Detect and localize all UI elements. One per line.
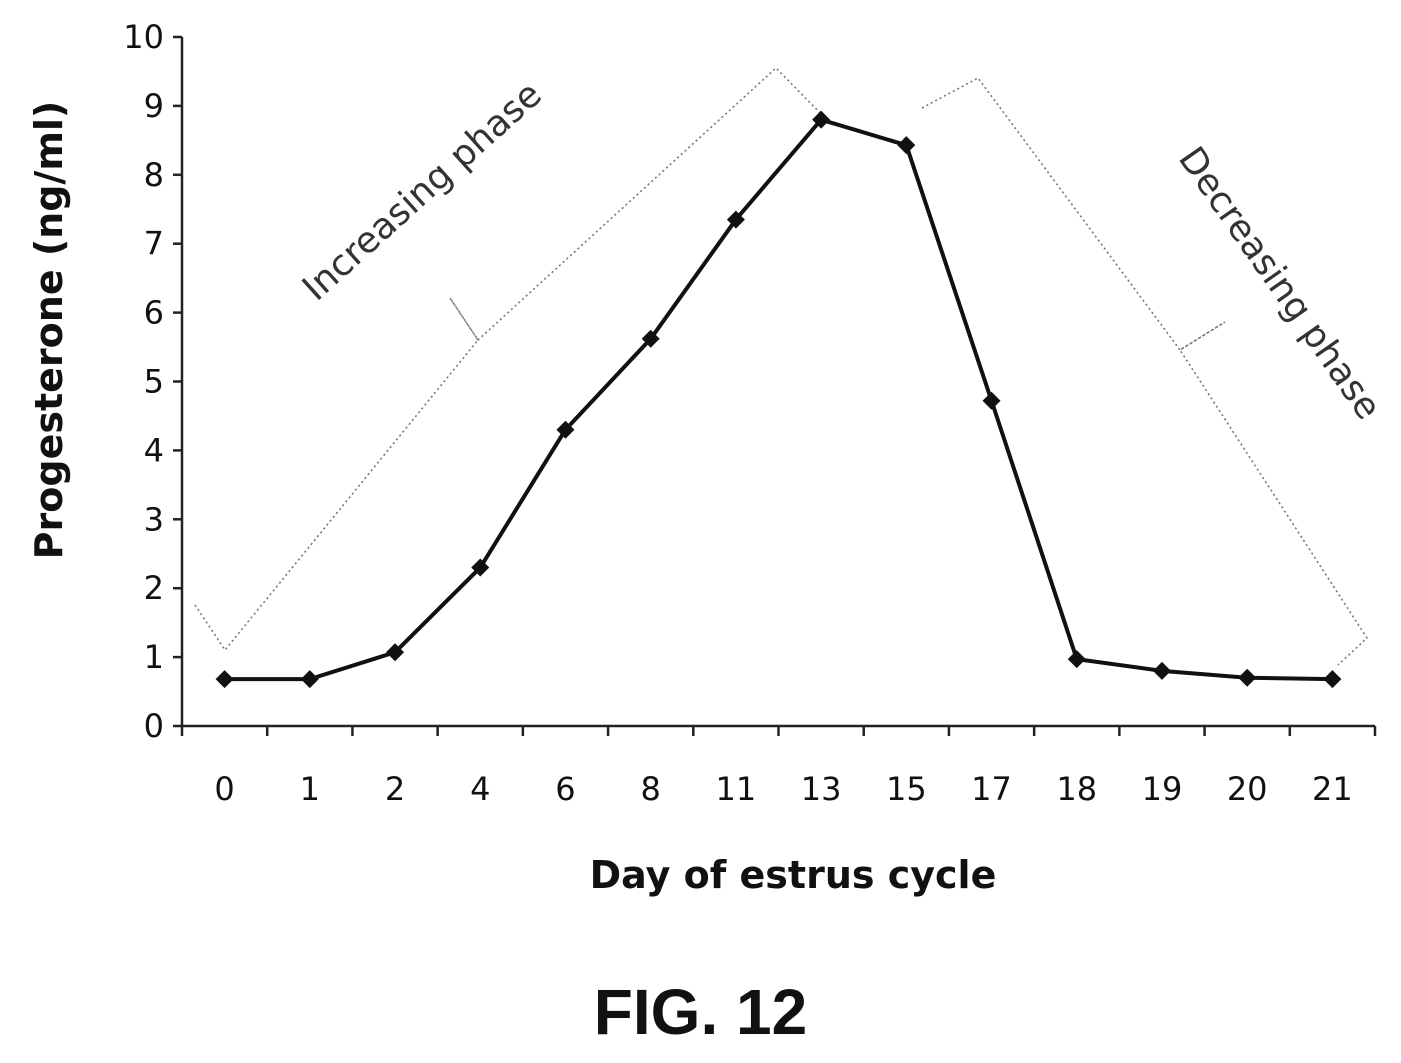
decreasing-phase-label: Decreasing phase: [1170, 140, 1389, 428]
x-tick-label: 13: [801, 770, 842, 808]
y-axis-title: Progesterone (ng/ml): [27, 101, 71, 560]
x-tick-label: 1: [300, 770, 320, 808]
x-tick-label: 8: [640, 770, 660, 808]
figure-caption: FIG. 12: [593, 976, 808, 1048]
data-point: [982, 391, 1001, 410]
x-tick-label: 11: [716, 770, 757, 808]
phase-brackets: [194, 66, 1369, 666]
y-tick-label: 6: [144, 294, 164, 332]
x-tick-label: 2: [385, 770, 405, 808]
increasing-phase-label: Increasing phase: [295, 74, 550, 309]
data-point: [897, 136, 916, 155]
y-tick-label: 7: [144, 225, 164, 263]
x-tick-label: 6: [555, 770, 575, 808]
x-tick-label: 18: [1056, 770, 1097, 808]
data-point: [1238, 668, 1257, 687]
series-line: [224, 117, 1333, 682]
data-point: [812, 110, 831, 129]
data-point: [1152, 661, 1171, 680]
x-tick-label: 19: [1142, 770, 1183, 808]
data-point: [471, 558, 490, 577]
x-axis-ticks: 0 1 2 4 6 8 11 13 15 17 18 19 20 21: [180, 726, 1377, 808]
y-tick-label: 8: [144, 156, 164, 194]
y-tick-label: 5: [144, 363, 164, 401]
x-tick-label: 15: [886, 770, 927, 808]
decreasing-phase-bracket: [921, 76, 1369, 666]
data-point: [300, 670, 319, 689]
y-axis-ticks: 0 1 2 3 4 5 6 7 8 9 10: [123, 18, 182, 745]
x-axis-title: Day of estrus cycle: [590, 853, 997, 897]
data-series: [215, 110, 1342, 689]
chart-axes: [180, 37, 1375, 728]
data-point: [641, 329, 660, 348]
y-tick-label: 2: [144, 569, 164, 607]
y-tick-label: 4: [144, 431, 164, 469]
data-point: [726, 210, 745, 229]
y-tick-label: 9: [144, 87, 164, 125]
data-point: [1067, 650, 1086, 669]
y-tick-label: 1: [144, 638, 164, 676]
data-point: [215, 670, 234, 689]
x-tick-label: 4: [470, 770, 490, 808]
increasing-phase-bracket: [194, 66, 826, 652]
data-point: [1323, 670, 1342, 689]
x-tick-label: 21: [1312, 770, 1353, 808]
y-tick-label: 0: [144, 707, 164, 745]
data-point: [556, 420, 575, 439]
y-tick-label: 3: [144, 500, 164, 538]
x-tick-label: 0: [214, 770, 234, 808]
y-tick-label: 10: [123, 18, 164, 56]
x-tick-label: 17: [971, 770, 1012, 808]
data-point: [386, 643, 405, 662]
x-tick-label: 20: [1227, 770, 1268, 808]
